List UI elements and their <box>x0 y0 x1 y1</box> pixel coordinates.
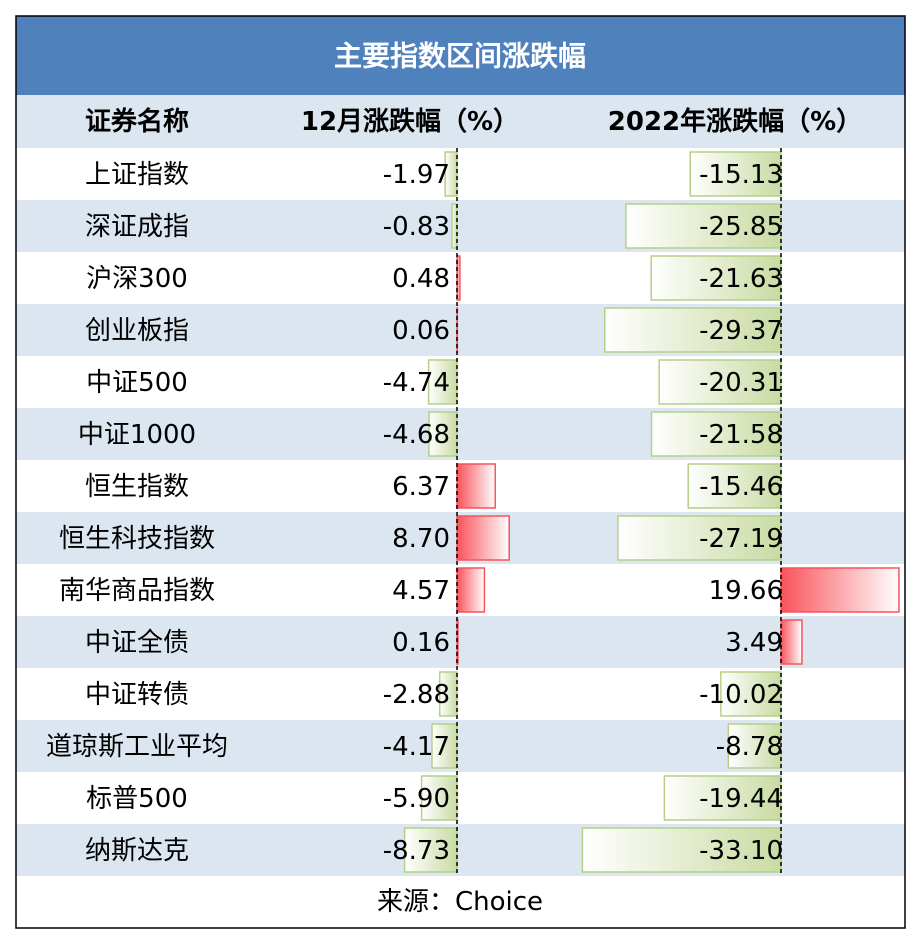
value-cell: 4.57 <box>392 576 450 606</box>
index-name: 恒生科技指数 <box>59 524 215 554</box>
value-cell: -21.63 <box>699 264 783 294</box>
index-name: 沪深300 <box>86 264 188 294</box>
value-cell: 8.70 <box>392 524 450 554</box>
value-cell: -5.90 <box>383 784 450 814</box>
column-header: 2022年涨跌幅（%） <box>608 106 862 137</box>
value-cell: 0.48 <box>392 264 450 294</box>
index-name: 中证转债 <box>85 680 189 710</box>
column-header: 12月涨跌幅（%） <box>301 107 519 137</box>
data-bar <box>457 568 484 612</box>
index-name: 标普500 <box>86 784 188 814</box>
data-bar <box>781 568 899 612</box>
value-cell: 3.49 <box>725 628 783 658</box>
value-cell: -8.73 <box>383 836 450 866</box>
value-cell: 19.66 <box>709 576 783 606</box>
value-cell: -20.31 <box>699 368 783 398</box>
value-cell: -4.74 <box>383 368 450 398</box>
value-cell: -4.17 <box>383 732 450 762</box>
index-name: 中证全债 <box>85 628 189 658</box>
value-cell: -27.19 <box>699 524 783 554</box>
index-name: 中证1000 <box>78 420 196 450</box>
value-cell: -15.46 <box>699 472 783 502</box>
value-cell: 0.16 <box>392 628 450 658</box>
value-cell: -33.10 <box>699 836 783 866</box>
index-name: 恒生指数 <box>85 472 189 502</box>
index-name: 上证指数 <box>85 160 189 190</box>
column-header: 证券名称 <box>85 106 189 137</box>
value-cell: -25.85 <box>699 212 783 242</box>
index-name: 深证成指 <box>85 212 189 242</box>
source: 来源：Choice <box>377 887 543 917</box>
value-cell: 6.37 <box>392 472 450 502</box>
title: 主要指数区间涨跌幅 <box>334 40 586 73</box>
data-bar <box>457 516 509 560</box>
value-cell: -0.83 <box>383 212 450 242</box>
value-cell: -10.02 <box>699 680 783 710</box>
index-name: 道琼斯工业平均 <box>46 732 228 762</box>
value-cell: -8.78 <box>716 732 783 762</box>
value-cell: -29.37 <box>699 316 783 346</box>
value-cell: 0.06 <box>392 316 450 346</box>
value-cell: -19.44 <box>699 784 783 814</box>
index-name: 纳斯达克 <box>85 836 189 866</box>
index-name: 中证500 <box>86 368 188 398</box>
index-name: 创业板指 <box>85 316 189 346</box>
value-cell: -21.58 <box>699 420 783 450</box>
data-bar <box>781 620 802 664</box>
value-cell: -15.13 <box>699 160 783 190</box>
index-name: 南华商品指数 <box>59 576 215 606</box>
value-cell: -1.97 <box>383 160 450 190</box>
value-cell: -4.68 <box>383 420 450 450</box>
data-bar <box>457 464 495 508</box>
value-cell: -2.88 <box>383 680 450 710</box>
